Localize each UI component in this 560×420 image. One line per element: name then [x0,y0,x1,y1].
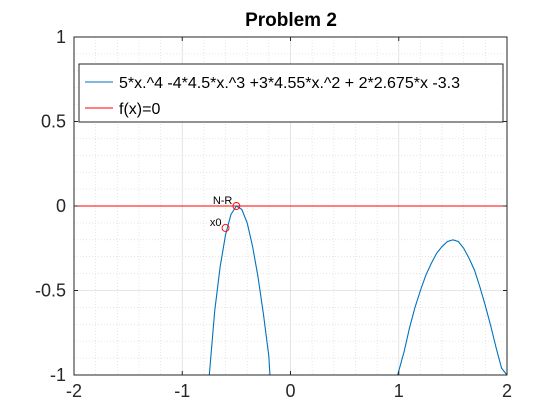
legend-label-zero: f(x)=0 [119,101,160,118]
y-tick-label: -1 [50,365,66,385]
series-layer [74,205,508,376]
x-tick-label: 2 [502,381,512,401]
series-line-polynomial [208,205,271,376]
marker-layer: x0 N-R [210,195,241,232]
x-tick-label: 0 [285,381,295,401]
annotation-x0: x0 [210,217,222,229]
marker-n-r [232,202,241,210]
x-tick-label: 1 [394,381,404,401]
tick-layer: -2 -1 0 1 2-1-0.500.51 [35,27,512,401]
y-tick-label: 1 [56,27,66,47]
legend-box [78,63,504,123]
y-tick-label: -0.5 [35,281,66,301]
marker-x0 [221,224,230,232]
x-tick-label: -2 [66,381,82,401]
y-tick-label: 0.5 [41,112,66,132]
legend: 5*x.^4 -4*4.5*x.^3 +3*4.55*x.^2 + 2*2.67… [78,63,504,123]
series-line-polynomial [397,239,508,376]
x-tick-label: -1 [174,381,190,401]
legend-label-polynomial: 5*x.^4 -4*4.5*x.^3 +3*4.55*x.^2 + 2*2.67… [119,75,460,92]
y-tick-label: 0 [56,196,66,216]
annotation-n-r: N-R [213,195,233,207]
chart-title: Problem 2 [245,10,337,31]
